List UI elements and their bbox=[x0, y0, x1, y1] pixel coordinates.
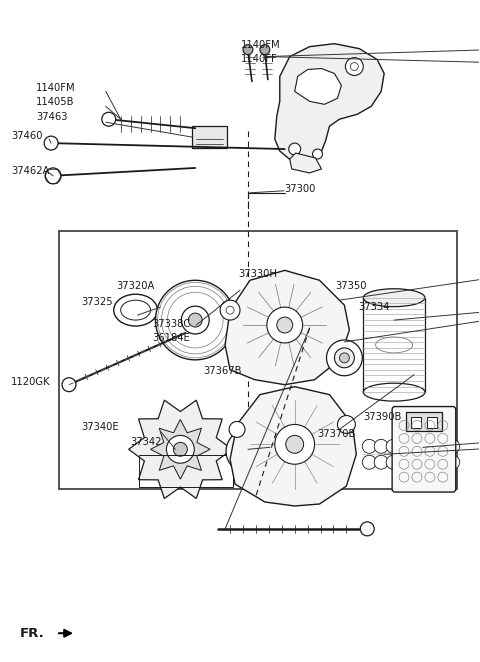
Polygon shape bbox=[225, 270, 349, 385]
Circle shape bbox=[226, 430, 270, 473]
Circle shape bbox=[235, 438, 261, 464]
Circle shape bbox=[410, 440, 424, 453]
Bar bbox=[139, 455, 233, 487]
Text: 37320A: 37320A bbox=[117, 281, 155, 291]
Circle shape bbox=[44, 136, 58, 150]
Circle shape bbox=[362, 440, 376, 453]
Text: 37463: 37463 bbox=[36, 113, 68, 122]
Ellipse shape bbox=[363, 289, 425, 307]
Circle shape bbox=[362, 455, 376, 469]
Circle shape bbox=[226, 306, 234, 314]
Circle shape bbox=[229, 422, 245, 438]
Text: 37334: 37334 bbox=[358, 302, 390, 312]
Circle shape bbox=[398, 455, 412, 469]
Polygon shape bbox=[275, 44, 384, 163]
Ellipse shape bbox=[114, 294, 157, 326]
Circle shape bbox=[260, 44, 270, 54]
Circle shape bbox=[275, 424, 314, 464]
Ellipse shape bbox=[363, 383, 425, 401]
Polygon shape bbox=[151, 420, 210, 479]
Circle shape bbox=[422, 455, 436, 469]
Text: 1140FM: 1140FM bbox=[36, 83, 76, 93]
Text: FR.: FR. bbox=[19, 627, 44, 639]
Circle shape bbox=[446, 455, 460, 469]
Circle shape bbox=[386, 440, 400, 453]
Circle shape bbox=[326, 340, 362, 376]
Circle shape bbox=[102, 113, 116, 126]
Circle shape bbox=[434, 455, 448, 469]
Text: 37325: 37325 bbox=[81, 297, 112, 307]
Circle shape bbox=[446, 440, 460, 453]
Text: 1140FM: 1140FM bbox=[241, 40, 281, 50]
Circle shape bbox=[350, 63, 358, 71]
Circle shape bbox=[173, 442, 187, 456]
Bar bbox=[59, 230, 457, 489]
Circle shape bbox=[339, 353, 349, 363]
Circle shape bbox=[62, 378, 76, 392]
Bar bbox=[411, 416, 421, 428]
Circle shape bbox=[312, 149, 323, 159]
Text: 37390B: 37390B bbox=[363, 412, 402, 422]
Polygon shape bbox=[230, 387, 356, 506]
Text: 37462A: 37462A bbox=[12, 166, 50, 176]
Circle shape bbox=[360, 522, 374, 536]
Circle shape bbox=[288, 143, 300, 155]
Circle shape bbox=[330, 351, 348, 369]
Circle shape bbox=[337, 416, 355, 434]
Circle shape bbox=[167, 436, 194, 463]
Text: 37460: 37460 bbox=[12, 131, 43, 141]
Circle shape bbox=[410, 455, 424, 469]
Circle shape bbox=[242, 446, 254, 457]
Circle shape bbox=[422, 440, 436, 453]
Polygon shape bbox=[129, 400, 232, 498]
Text: 11405B: 11405B bbox=[36, 97, 75, 107]
Bar bbox=[427, 416, 437, 428]
Circle shape bbox=[188, 313, 202, 327]
FancyBboxPatch shape bbox=[392, 406, 456, 492]
Circle shape bbox=[45, 168, 61, 184]
Ellipse shape bbox=[120, 300, 151, 320]
Circle shape bbox=[374, 440, 388, 453]
Text: 37300: 37300 bbox=[285, 184, 316, 194]
Text: 36184E: 36184E bbox=[153, 333, 190, 343]
Circle shape bbox=[335, 348, 354, 368]
Circle shape bbox=[374, 455, 388, 469]
Circle shape bbox=[156, 280, 235, 360]
Text: 37330H: 37330H bbox=[238, 269, 277, 279]
Text: 1140FF: 1140FF bbox=[241, 54, 278, 64]
Text: 1120GK: 1120GK bbox=[12, 377, 51, 387]
Polygon shape bbox=[295, 69, 341, 105]
Circle shape bbox=[398, 440, 412, 453]
Text: 37370B: 37370B bbox=[318, 430, 356, 440]
Polygon shape bbox=[290, 153, 322, 173]
Circle shape bbox=[181, 306, 209, 334]
Circle shape bbox=[243, 44, 253, 54]
Circle shape bbox=[336, 356, 343, 364]
Circle shape bbox=[286, 436, 304, 453]
Circle shape bbox=[277, 317, 293, 333]
Circle shape bbox=[267, 307, 302, 343]
Circle shape bbox=[386, 455, 400, 469]
Text: 37367B: 37367B bbox=[203, 366, 242, 376]
Circle shape bbox=[434, 440, 448, 453]
Text: 37350: 37350 bbox=[336, 281, 367, 291]
Bar bbox=[406, 412, 442, 432]
Text: 37342: 37342 bbox=[131, 438, 162, 448]
Circle shape bbox=[220, 300, 240, 320]
Circle shape bbox=[346, 58, 363, 75]
Text: 37338C: 37338C bbox=[153, 319, 191, 329]
Text: 37340E: 37340E bbox=[81, 422, 119, 432]
Bar bbox=[192, 126, 227, 148]
